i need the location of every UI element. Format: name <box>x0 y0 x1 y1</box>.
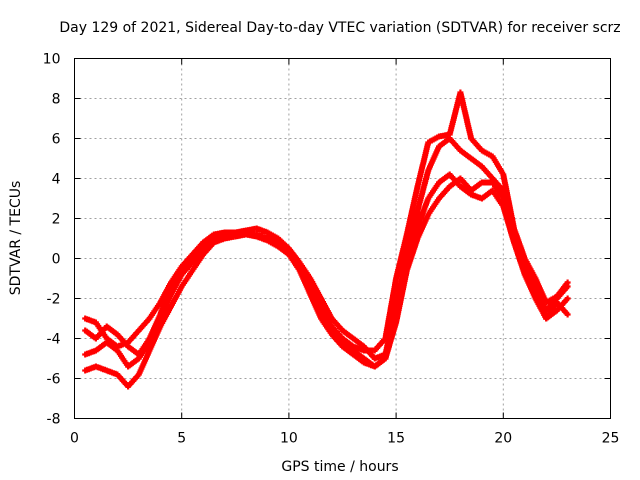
series-track-4 <box>82 175 571 390</box>
data-point-segment <box>135 349 152 378</box>
data-point-segment <box>114 331 130 348</box>
data-point-segment <box>393 269 410 326</box>
x-tick-label: 15 <box>387 431 405 447</box>
data-point-segment <box>532 291 549 320</box>
data-point-segment <box>135 317 152 334</box>
data-point-segment <box>178 261 195 278</box>
data-point-segment <box>489 153 506 176</box>
y-tick-label: 10 <box>43 52 61 68</box>
plot-border <box>74 58 611 419</box>
data-point-segment <box>414 197 431 230</box>
x-tick-label: 20 <box>494 431 512 447</box>
data-point-segment <box>371 337 387 354</box>
data-points <box>82 89 571 390</box>
data-point-segment <box>382 321 399 362</box>
data-point-segment <box>318 315 334 336</box>
y-tick-label: 4 <box>52 172 61 188</box>
data-point-segment <box>511 235 528 272</box>
data-point-segment <box>425 197 441 218</box>
data-point-segment <box>157 305 173 330</box>
data-point-segment <box>436 185 452 202</box>
data-point-segment <box>189 253 205 274</box>
data-point-segment <box>146 317 163 346</box>
y-tick-label: 8 <box>52 92 61 108</box>
chart-title: Day 129 of 2021, Sidereal Day-to-day VTE… <box>59 20 620 36</box>
data-point-segment <box>393 233 410 282</box>
data-point-segment <box>468 135 484 152</box>
y-tick-label: -2 <box>47 292 61 308</box>
data-point-segment <box>414 213 431 242</box>
y-axis-label: SDTVAR / TECUs <box>8 181 24 296</box>
data-point-segment <box>382 277 399 342</box>
x-axis-label: GPS time / hours <box>281 459 398 475</box>
data-point-segment <box>489 179 506 200</box>
data-point-segment <box>446 135 463 152</box>
data-point-segment <box>328 315 345 332</box>
x-tick-label: 5 <box>177 431 186 447</box>
x-tick-labels: 0 5 10 15 20 25 <box>70 431 619 447</box>
data-point-segment <box>553 299 570 316</box>
data-point-segment <box>125 373 141 390</box>
data-point <box>564 311 571 318</box>
data-point-segment <box>500 195 517 240</box>
data-point-segment <box>307 283 324 312</box>
x-tick-label: 0 <box>70 431 79 447</box>
data-point-segment <box>532 275 549 304</box>
data-point-segment <box>285 251 302 272</box>
data-point-segment <box>446 91 463 138</box>
y-tick-label: -4 <box>47 332 61 348</box>
data-point-segment <box>403 237 420 274</box>
data-point-segment <box>135 341 152 362</box>
y-tick-label: 2 <box>52 212 61 228</box>
data-point-segment <box>157 293 174 322</box>
data-point-segment <box>414 169 431 214</box>
data-point-segment <box>178 269 195 290</box>
y-tick-label: -6 <box>47 372 61 388</box>
data-point-segment <box>414 141 431 190</box>
x-tick-label: 25 <box>602 431 620 447</box>
data-point <box>564 295 571 302</box>
axis-ticks <box>74 58 611 419</box>
x-tick-label: 10 <box>280 431 298 447</box>
data-point-segment <box>425 145 442 174</box>
data-point-segment <box>360 343 377 360</box>
data-point-segment <box>168 285 184 310</box>
y-tick-label: 6 <box>52 132 61 148</box>
data-point-segment <box>307 291 324 320</box>
data-point-segment <box>146 325 163 354</box>
data-point-segment <box>457 89 474 140</box>
data-point-segment <box>200 241 216 258</box>
data-point-segment <box>296 267 313 296</box>
data-point-segment <box>425 181 441 202</box>
y-tick-label: 0 <box>52 252 61 268</box>
data-point-segment <box>328 331 345 348</box>
y-tick-label: -8 <box>47 412 61 428</box>
data-point-segment <box>553 285 570 302</box>
y-tick-labels: -8 -6 -4 -2 0 2 4 6 8 10 <box>43 52 61 428</box>
data-point-segment <box>146 301 163 322</box>
data-point-segment <box>168 273 184 298</box>
data-point-segment <box>307 275 324 300</box>
data-point <box>564 283 571 290</box>
data-point-segment <box>318 295 334 320</box>
grid-lines <box>74 58 611 419</box>
data-point-segment <box>478 163 495 180</box>
data-point-segment <box>403 185 421 238</box>
data-point-segment <box>521 267 538 296</box>
